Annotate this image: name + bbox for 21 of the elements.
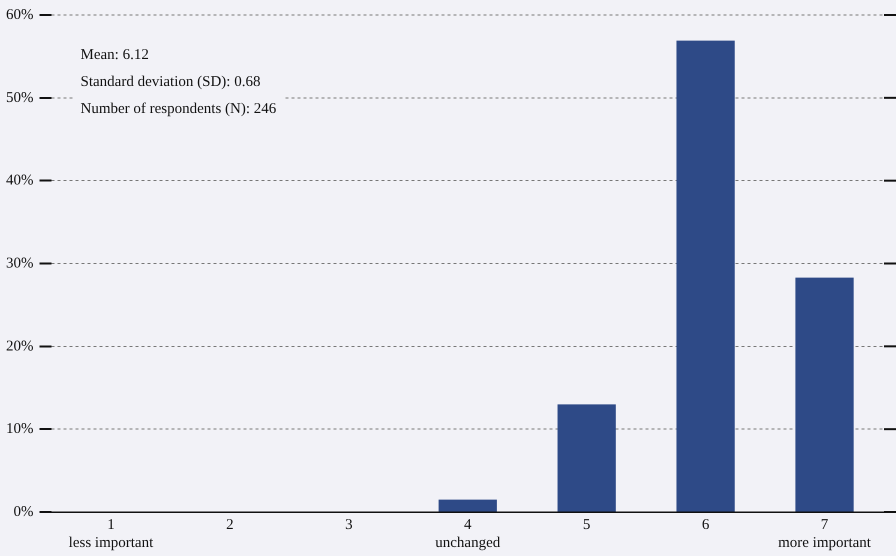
bar: [676, 40, 735, 512]
y-tick-label: 20%: [6, 338, 34, 354]
annotation: Mean: 6.12: [80, 46, 149, 63]
bar: [438, 500, 497, 512]
x-tick-label: 7 more important: [778, 516, 872, 551]
y-tick-label: 0%: [13, 504, 34, 520]
y-tick-label: 60%: [6, 6, 34, 23]
annotation: Number of respondents (N): 246: [80, 100, 277, 117]
x-tick-label: 3: [345, 516, 353, 533]
x-tick-label: 5: [582, 516, 590, 533]
x-tick-label: 6: [702, 516, 710, 533]
x-tick-label: 2: [226, 516, 234, 533]
y-tick-label: 10%: [6, 421, 34, 438]
annotation: Standard deviation (SD): 0.68: [80, 74, 260, 90]
y-tick-label: 30%: [6, 255, 34, 272]
y-tick-label: 50%: [6, 90, 34, 106]
bar: [558, 404, 616, 512]
x-tick-label: 1 less important: [68, 516, 154, 551]
x-tick-label: 4 unchanged: [435, 516, 501, 551]
y-tick-label: 40%: [6, 172, 34, 189]
bar: [795, 278, 854, 512]
